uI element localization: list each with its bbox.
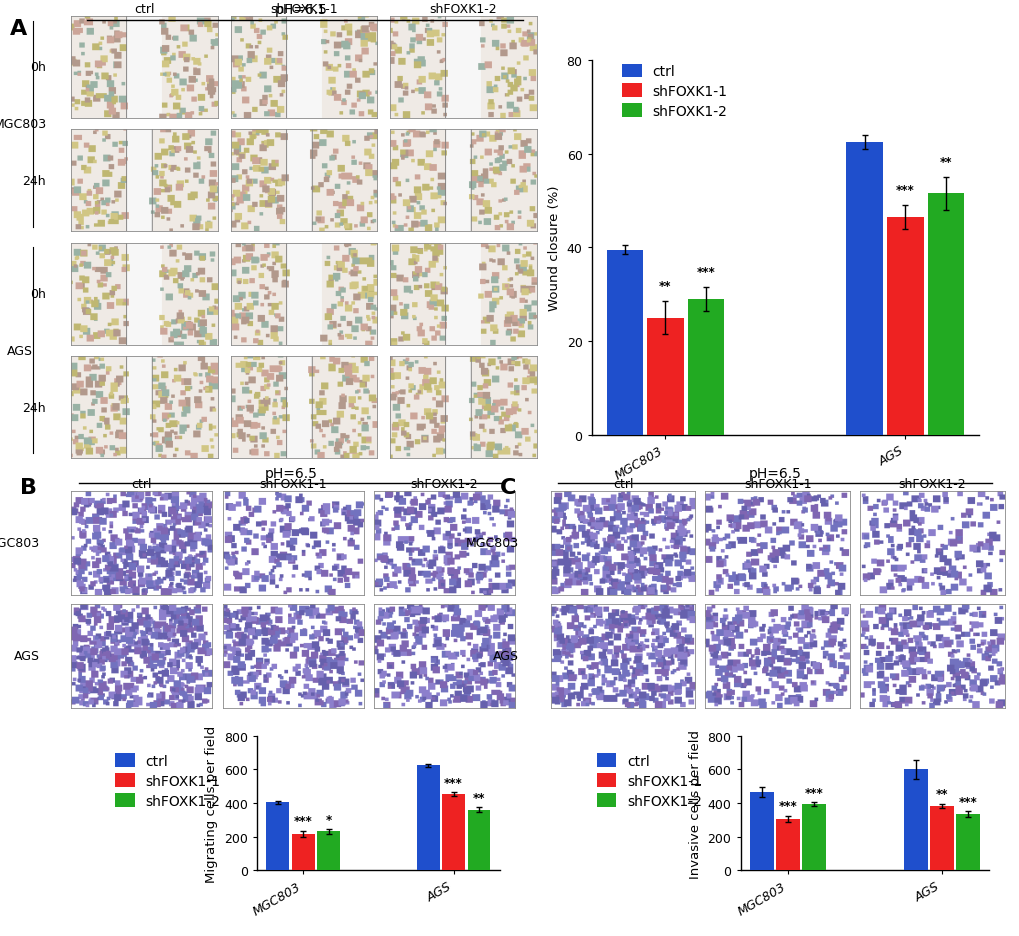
Title: ctrl: ctrl xyxy=(135,3,155,16)
Bar xyxy=(467,810,490,870)
Legend: ctrl, shFOXK1-1, shFOXK1-2: ctrl, shFOXK1-1, shFOXK1-2 xyxy=(111,750,224,812)
Title: ctrl: ctrl xyxy=(131,477,152,490)
Bar xyxy=(802,804,825,870)
Bar xyxy=(606,250,642,435)
Text: **: ** xyxy=(658,280,672,292)
Text: ***: *** xyxy=(895,183,914,197)
Title: shFOXK1-2: shFOXK1-2 xyxy=(411,477,478,490)
Bar xyxy=(956,814,979,870)
Text: *: * xyxy=(325,812,331,826)
Text: **: ** xyxy=(472,791,485,804)
Bar xyxy=(441,794,465,870)
Text: 0h: 0h xyxy=(30,62,46,74)
Legend: ctrl, shFOXK1-1, shFOXK1-2: ctrl, shFOXK1-1, shFOXK1-2 xyxy=(592,750,706,812)
Bar xyxy=(846,142,882,435)
Bar xyxy=(903,769,926,870)
Bar xyxy=(929,806,953,870)
Bar xyxy=(927,194,963,435)
Bar xyxy=(417,766,439,870)
Text: MGC803: MGC803 xyxy=(466,536,519,549)
Title: shFOXK1-2: shFOXK1-2 xyxy=(898,477,965,490)
Text: ***: *** xyxy=(293,814,313,827)
Text: ***: *** xyxy=(958,795,976,808)
Text: 24h: 24h xyxy=(22,402,46,414)
Text: pH=6.5: pH=6.5 xyxy=(274,3,327,17)
Legend: ctrl, shFOXK1-1, shFOXK1-2: ctrl, shFOXK1-1, shFOXK1-2 xyxy=(618,60,731,123)
Text: ***: *** xyxy=(696,266,714,279)
Text: AGS: AGS xyxy=(7,344,34,358)
Text: ***: *** xyxy=(443,776,463,789)
Text: 24h: 24h xyxy=(22,175,46,187)
Text: A: A xyxy=(10,19,28,38)
Text: AGS: AGS xyxy=(14,650,41,663)
Title: shFOXK1-1: shFOXK1-1 xyxy=(743,477,811,490)
Text: C: C xyxy=(499,477,516,497)
Bar xyxy=(687,300,723,435)
Title: shFOXK1-1: shFOXK1-1 xyxy=(270,3,337,16)
Y-axis label: Invasive cells per field: Invasive cells per field xyxy=(688,729,701,878)
Title: ctrl: ctrl xyxy=(612,477,633,490)
Title: shFOXK1-1: shFOXK1-1 xyxy=(259,477,327,490)
Text: AGS: AGS xyxy=(492,650,519,663)
Bar xyxy=(775,819,799,870)
Bar xyxy=(887,218,923,435)
Bar xyxy=(749,793,772,870)
Text: ***: *** xyxy=(804,785,822,798)
Text: MGC803: MGC803 xyxy=(0,118,47,131)
Text: 0h: 0h xyxy=(30,288,46,300)
Text: MGC803: MGC803 xyxy=(0,536,41,549)
Bar xyxy=(317,831,339,870)
Text: B: B xyxy=(20,477,38,497)
Text: pH=6.5: pH=6.5 xyxy=(264,466,317,480)
Text: **: ** xyxy=(938,155,952,168)
Bar xyxy=(646,318,683,435)
Text: **: ** xyxy=(934,787,948,800)
Text: pH=6.5: pH=6.5 xyxy=(748,466,801,480)
Title: shFOXK1-2: shFOXK1-2 xyxy=(429,3,496,16)
Y-axis label: Wound closure (%): Wound closure (%) xyxy=(547,185,560,311)
Bar xyxy=(291,834,315,870)
Text: ***: *** xyxy=(777,799,797,812)
Bar xyxy=(266,802,289,870)
Y-axis label: Migrating cells per field: Migrating cells per field xyxy=(205,724,218,882)
